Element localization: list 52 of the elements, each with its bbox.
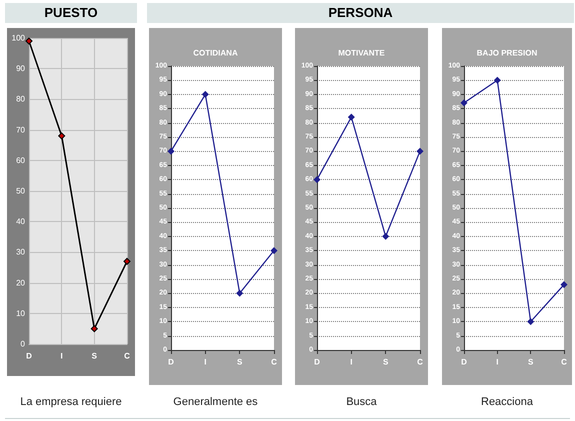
x-tick-label: C (417, 358, 424, 366)
y-tick-label: 50 (16, 186, 26, 196)
y-tick-label: 90 (16, 64, 26, 74)
x-tick-label: S (382, 358, 389, 366)
point (460, 99, 468, 106)
y-tick-label: 10 (16, 308, 26, 318)
chart-title: BAJO PRESION (476, 48, 538, 58)
chart-title: COTIDIANA (193, 48, 238, 58)
y-tick-label: 30 (16, 248, 26, 257)
x-tick-label: D (26, 352, 32, 360)
text: Reacciona (480, 396, 534, 408)
x-tick-label: C (271, 358, 278, 366)
text: La empresa requiere (19, 396, 123, 408)
x-tick-label: I (350, 358, 352, 366)
point (270, 247, 278, 254)
x-tick-label: I (496, 358, 498, 366)
point (560, 281, 568, 288)
x-tick-label: D (168, 358, 174, 366)
point (416, 148, 424, 155)
x-tick-label: S (236, 358, 243, 366)
point (202, 90, 209, 98)
y-tick-label: 100 (12, 34, 26, 42)
x-tick-label: C (561, 358, 568, 366)
text: Busca (345, 396, 378, 408)
x-tick-label: S (92, 352, 98, 360)
x-tick-label: D (314, 358, 320, 366)
chart-title: MOTIVANTE (338, 48, 386, 58)
point (58, 132, 66, 140)
point (314, 176, 320, 184)
x-tick-label: C (124, 352, 130, 360)
point (90, 325, 98, 332)
text: PERSONA (147, 3, 574, 23)
point (124, 258, 130, 265)
y-tick-label: 40 (16, 217, 26, 226)
x-tick-label: D (461, 358, 468, 366)
x-tick-label: I (204, 358, 206, 366)
y-tick-label: 70 (16, 125, 26, 134)
y-tick-label: 0 (20, 340, 26, 348)
point (494, 76, 501, 84)
point (236, 290, 244, 297)
x-tick-label: I (60, 352, 63, 360)
point (168, 148, 174, 155)
point (26, 38, 32, 45)
x-tick-label: S (528, 358, 534, 366)
point (348, 114, 355, 121)
y-tick-label: 20 (16, 278, 26, 288)
y-tick-label: 80 (16, 94, 26, 104)
point (527, 318, 534, 326)
text: Generalmente es (172, 396, 259, 408)
text: PUESTO (5, 3, 137, 23)
y-tick-label: 60 (16, 156, 26, 165)
point (382, 232, 390, 240)
